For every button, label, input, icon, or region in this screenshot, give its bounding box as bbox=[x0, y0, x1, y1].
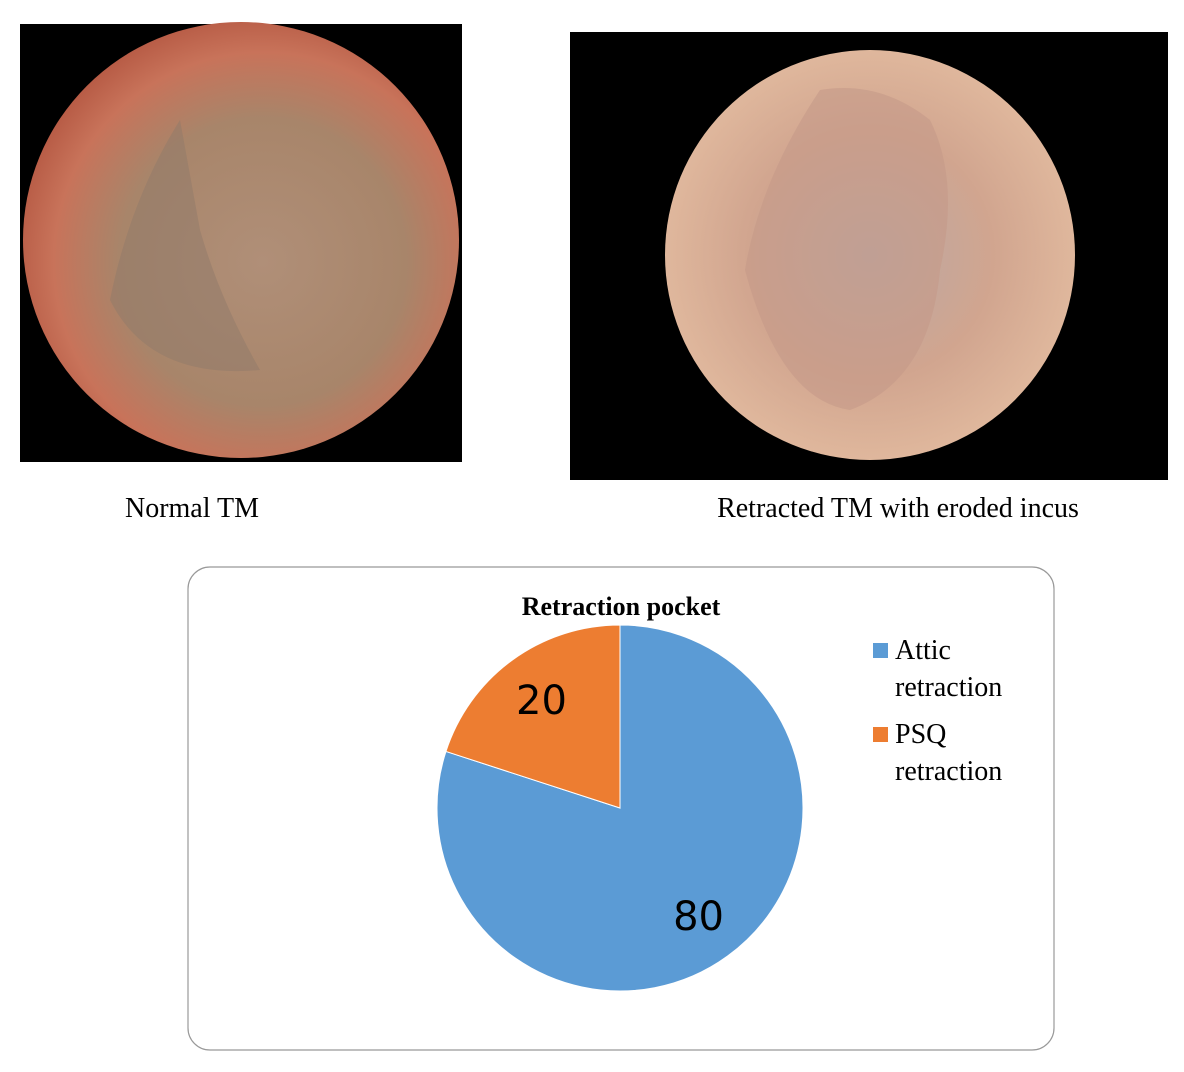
pocket bbox=[745, 88, 948, 410]
pie: 80 20 bbox=[436, 624, 804, 992]
legend-label: Attic retraction bbox=[895, 635, 1003, 703]
data-label: 20 bbox=[516, 678, 567, 724]
legend-swatch bbox=[873, 727, 888, 742]
shadow bbox=[110, 120, 260, 372]
legend: Attic retraction PSQ retraction bbox=[873, 632, 1043, 800]
data-label: 80 bbox=[673, 894, 724, 940]
legend-entry: Attic retraction bbox=[873, 632, 1043, 706]
chart-title: Retraction pocket bbox=[522, 592, 721, 621]
pie-slice bbox=[436, 624, 804, 992]
legend-swatch bbox=[873, 643, 888, 658]
legend-entry: PSQ retraction bbox=[873, 716, 1043, 790]
caption: Normal TM bbox=[125, 493, 259, 524]
eardrum bbox=[23, 22, 459, 458]
caption: Retracted TM with eroded incus bbox=[717, 493, 1079, 524]
legend-label: PSQ retraction bbox=[895, 719, 1003, 787]
pie-slice bbox=[445, 624, 621, 809]
